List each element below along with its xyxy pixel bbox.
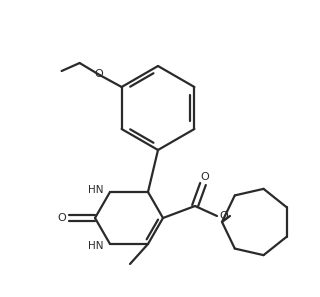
Text: HN: HN — [88, 185, 104, 195]
Text: O: O — [94, 69, 103, 79]
Text: O: O — [201, 172, 209, 182]
Text: O: O — [220, 211, 228, 221]
Text: HN: HN — [88, 241, 104, 251]
Text: O: O — [58, 213, 66, 223]
